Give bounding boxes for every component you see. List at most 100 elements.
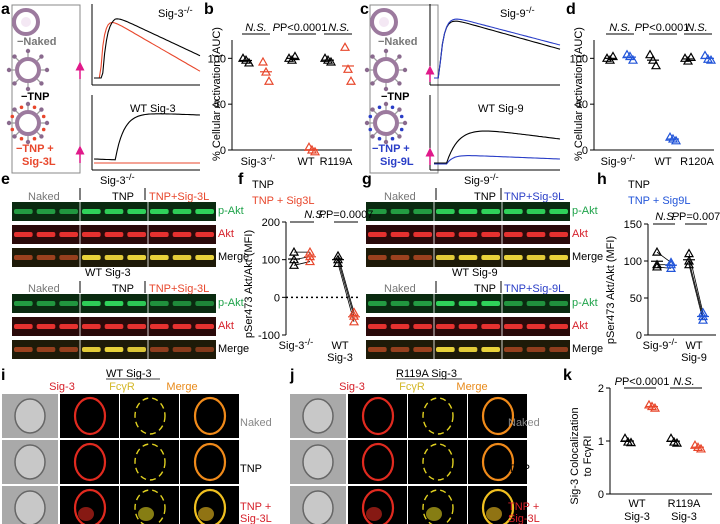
particle-ligand xyxy=(10,114,15,119)
blot-band xyxy=(526,209,546,214)
group-label-r119a-line2: Sig-3 xyxy=(671,511,697,523)
lane-label-naked: Naked xyxy=(28,283,60,295)
cell-membrane-signal xyxy=(134,489,166,524)
particle-knob xyxy=(383,86,389,92)
blot-band xyxy=(82,324,101,329)
blot-band xyxy=(436,301,455,306)
blot-band xyxy=(368,324,387,329)
paired-line xyxy=(337,259,355,317)
blot-band xyxy=(36,232,56,237)
particle-knob xyxy=(12,134,17,139)
panel-j-imaging: R119A Sig-3 Sig-3 FcγR Merge Naked TNP T… xyxy=(290,368,540,524)
legend-tnp-sig9l-2: Sig-9L xyxy=(380,156,414,168)
panel-i-imaging: WT Sig-3 Sig-3 FcγR Merge Naked TNP TNP … xyxy=(2,368,272,524)
brightfield-cell xyxy=(302,398,334,434)
blot-band xyxy=(172,301,192,306)
cell-membrane-signal xyxy=(193,442,227,482)
blot-band xyxy=(36,209,56,214)
row-label-akt: Akt xyxy=(572,320,588,332)
particle-knob xyxy=(25,48,31,54)
blot-band xyxy=(436,255,455,260)
row-label-tnp-sig3l-2: Sig-3L xyxy=(240,513,272,524)
trace-line xyxy=(434,130,561,164)
panel-e-blots: Sig-3-/- Naked TNP TNP+Sig-3L p-Akt Akt … xyxy=(12,172,249,359)
legend-box xyxy=(369,4,439,174)
cap-signal xyxy=(198,507,214,521)
calcium-trace-wt-sig9: WT Sig-9 xyxy=(429,95,561,171)
panel-label-f: f xyxy=(238,171,244,188)
panel-label-d: d xyxy=(566,1,576,18)
cell-membrane-signal xyxy=(422,397,454,435)
blot-band xyxy=(36,324,56,329)
row-label-akt: Akt xyxy=(572,228,588,240)
blot-band xyxy=(458,301,478,306)
row-label-p-akt: p-Akt xyxy=(218,297,244,309)
y-axis-label: pSer473 Akt/Akt (MFI) xyxy=(243,230,255,338)
blot-band xyxy=(458,347,478,352)
particle-knob xyxy=(12,81,17,86)
particle-knob xyxy=(370,54,375,59)
panel-k-scatter: Sig-3 Colocalization to FcγRI WT Sig-3 R… xyxy=(569,376,712,523)
blot-band xyxy=(549,255,568,260)
blot-band xyxy=(14,301,33,306)
panel-label-h: h xyxy=(597,171,607,188)
data-point xyxy=(625,437,637,447)
particle-knob xyxy=(25,101,31,107)
trace-title-sig3-ko: Sig-3-/- xyxy=(158,5,193,20)
blot-band xyxy=(172,255,192,260)
data-point xyxy=(665,263,677,272)
paired-line xyxy=(688,253,704,313)
particle-knob xyxy=(44,120,50,126)
particle-ligand xyxy=(399,114,404,119)
particle-knob xyxy=(39,134,44,139)
trace-title-wt-sig3: WT Sig-3 xyxy=(130,103,176,115)
row-label-tnp-sig3l-1: TNP + xyxy=(240,501,271,513)
cell-membrane-signal xyxy=(73,396,107,436)
nanoparticle-tnp-icon xyxy=(364,48,408,92)
imaging-grid-wt xyxy=(2,394,239,524)
legend-box xyxy=(11,4,81,174)
blot-band xyxy=(413,324,432,329)
stat-label: N.S. xyxy=(655,211,676,223)
panel-c: −Naked −TNP −TNP + Sig-9L Sig-9-/- WT Si… xyxy=(364,4,561,174)
blot-band xyxy=(481,324,500,329)
cell-membrane-signal xyxy=(481,396,515,436)
data-point xyxy=(670,135,682,145)
blot-band xyxy=(390,232,410,237)
y-tick-label: 0 xyxy=(220,145,226,157)
blot-band xyxy=(59,324,78,329)
particle-ligand xyxy=(19,136,24,141)
cell-membrane-signal xyxy=(134,397,166,435)
fluorescence-tile xyxy=(180,440,239,484)
particle-shell xyxy=(373,57,399,83)
particle-knob xyxy=(25,86,31,92)
data-point xyxy=(309,146,321,156)
stat-label: PP=0.0007 xyxy=(319,209,374,221)
particle-knob xyxy=(397,107,402,112)
data-point xyxy=(304,251,316,261)
blot-band xyxy=(368,347,387,352)
brightfield-cell xyxy=(14,444,46,480)
panel-d-scatter: % Cellular Activation (AUC) Sig-9-/- WT … xyxy=(570,22,717,168)
legend-tnp-sig3l-1: −TNP + xyxy=(16,143,54,155)
lane-label-naked: Naked xyxy=(384,283,416,295)
panel-label-a: a xyxy=(1,1,10,18)
fluorescence-tile xyxy=(60,440,119,484)
data-point xyxy=(348,307,360,316)
blot-band xyxy=(82,232,101,237)
blot-band xyxy=(481,347,500,352)
blot-band xyxy=(436,347,455,352)
particle-knob xyxy=(364,120,370,126)
stat-label: PP<0.0001 xyxy=(273,22,328,34)
particle-shell xyxy=(15,57,41,83)
row-label-naked: Naked xyxy=(240,417,272,429)
lane-label-naked: Naked xyxy=(28,191,60,203)
blot-band xyxy=(36,347,56,352)
particle-ligand xyxy=(19,105,24,110)
brightfield-cell xyxy=(14,490,46,524)
blot-band xyxy=(481,301,500,306)
group-label-wt: WT xyxy=(654,156,671,168)
y-tick-label: 200 xyxy=(262,217,280,229)
stat-label: N.S. xyxy=(328,22,349,34)
legend-tnp: TNP xyxy=(252,179,274,191)
